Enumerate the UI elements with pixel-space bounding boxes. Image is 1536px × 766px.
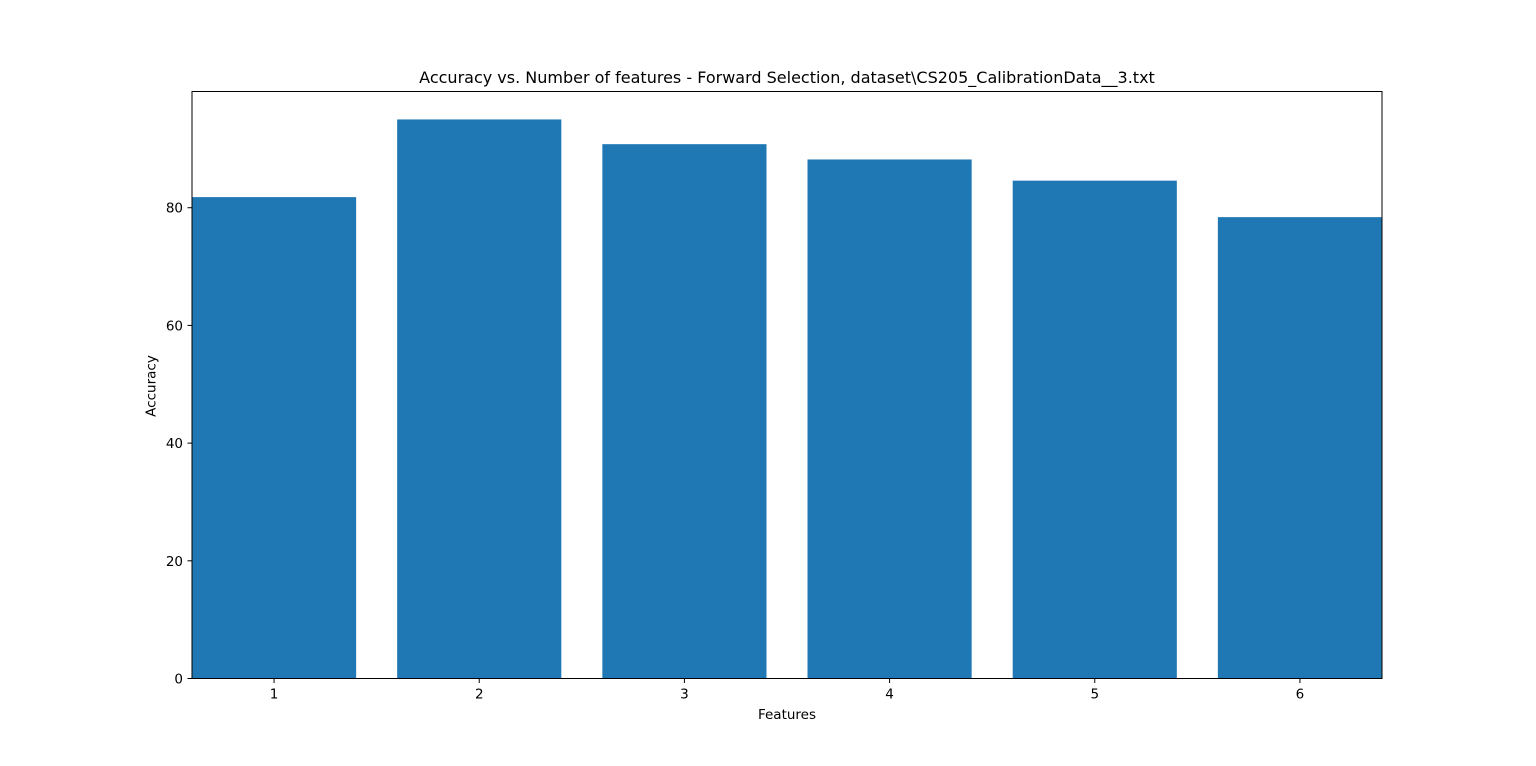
x-tick-label-2: 2 [475,687,484,703]
y-tick-label-0: 0 [174,672,183,688]
plot-area-frame [191,91,1383,679]
bar-5 [1012,180,1177,679]
bar-2 [397,119,562,679]
chart-title: Accuracy vs. Number of features - Forwar… [419,68,1155,88]
y-tick-label-60: 60 [166,318,183,334]
x-tick-label-1: 1 [270,687,279,703]
bar-4 [807,159,972,679]
x-axis-label: Features [758,707,816,723]
bars-layer [192,119,1382,679]
bar-1 [192,197,357,679]
y-tick-label-80: 80 [166,201,183,217]
x-tick-label-3: 3 [680,687,689,703]
x-tick-label-5: 5 [1090,687,1099,703]
bar-3 [602,144,767,679]
y-tick-label-20: 20 [166,554,183,570]
y-axis-label: Accuracy [144,355,160,417]
y-tick-label-40: 40 [166,436,183,452]
x-tick-label-6: 6 [1296,687,1305,703]
bar-6 [1217,217,1382,679]
x-tick-label-4: 4 [885,687,894,703]
